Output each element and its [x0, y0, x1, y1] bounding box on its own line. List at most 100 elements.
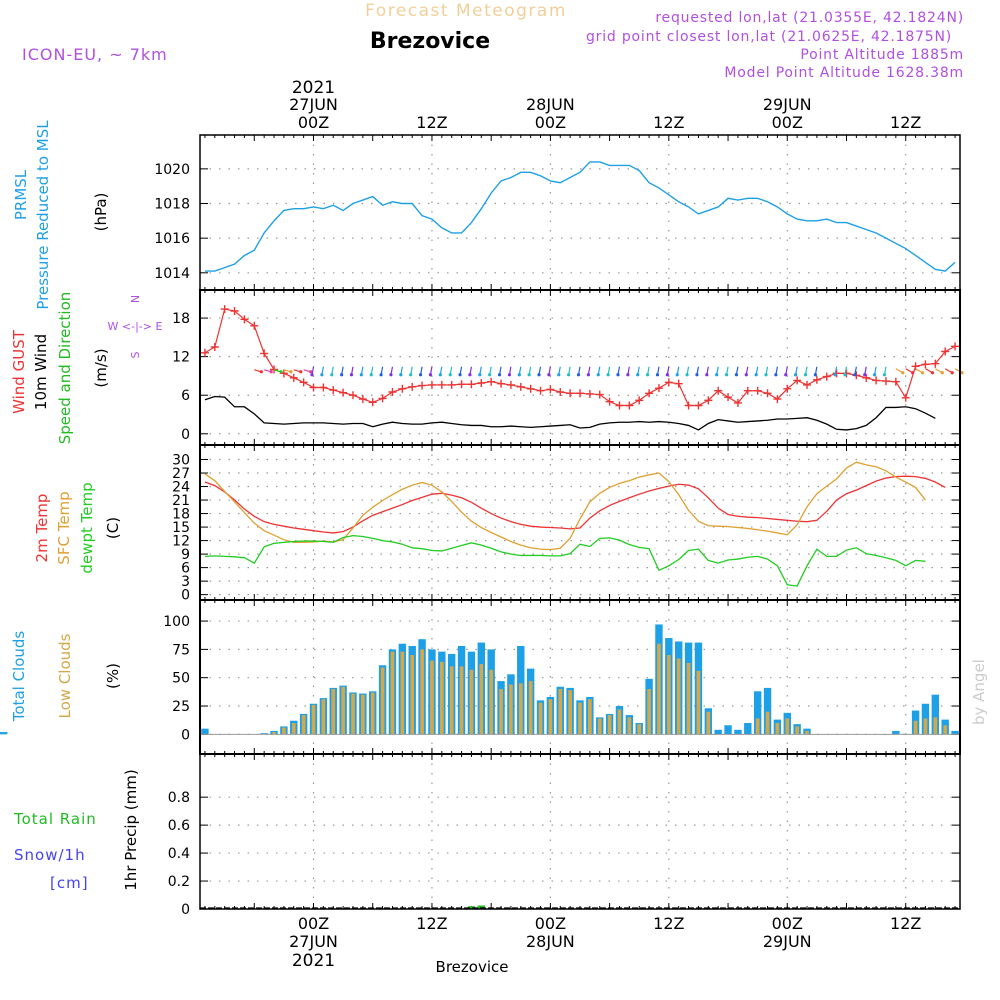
wind-arrow-head — [715, 373, 719, 377]
precip-labels: 1hr Precip (mm) Total Rain Snow/1h [cm] — [13, 769, 140, 892]
bottom-date-label: 28JUN — [526, 932, 575, 951]
top-hour-label: 12Z — [653, 113, 684, 132]
gust-point — [753, 386, 762, 395]
temperature-ytick-label: 9 — [181, 547, 190, 563]
low-cloud-bar — [627, 717, 632, 735]
precip-ytick-label: 0.2 — [168, 874, 190, 890]
bottom-hour-label: 12Z — [890, 914, 921, 933]
gust-point — [645, 389, 654, 398]
precip-ytick-label: 0.6 — [168, 818, 190, 834]
low-cloud-bar — [469, 669, 474, 735]
gust-point — [654, 384, 663, 393]
wind-arrow-head — [330, 373, 334, 377]
gust-point — [200, 348, 209, 357]
gust-point — [783, 384, 792, 393]
wind-arrow-head — [488, 373, 492, 377]
pressure-ytick-label: 1020 — [154, 162, 190, 178]
low-cloud-bar — [439, 661, 444, 735]
gust-point — [615, 401, 624, 410]
gust-point — [329, 386, 338, 395]
low-cloud-bar — [410, 655, 415, 735]
low-cloud-bar — [449, 666, 454, 735]
temp-labels: 2m Temp SFC Temp dewpt Temp (C) — [33, 482, 122, 573]
total-clouds-label: Total Clouds — [10, 631, 28, 723]
gust-point — [891, 377, 900, 386]
gust-point — [951, 342, 960, 351]
gust-point — [733, 398, 742, 407]
wind-arrow-head — [389, 373, 393, 377]
wind-arrow-head — [349, 373, 354, 377]
low-cloud-bar — [321, 699, 326, 735]
clouds-ytick-label: 25 — [172, 699, 190, 715]
low-cloud-bar — [351, 693, 355, 735]
gust-point — [299, 378, 308, 387]
gust-point — [793, 376, 802, 385]
wind-labels: Wind GUST 10m Wind Speed and Direction (… — [10, 292, 162, 445]
wind-arrow-head — [882, 373, 887, 377]
snow-unit-label: [cm] — [50, 874, 89, 892]
low-cloud-bar — [459, 666, 464, 735]
low-clouds-label: Low Clouds — [56, 633, 74, 718]
wind-arrow-head — [527, 373, 531, 377]
wind-arrow-head — [359, 373, 363, 377]
temperature-ytick-label: 18 — [172, 507, 190, 523]
gust-point — [378, 394, 387, 403]
gust-point — [477, 379, 486, 387]
wind-arrow-head — [734, 373, 739, 377]
total-cloud-bar — [744, 723, 752, 735]
gust-label: Wind GUST — [10, 329, 28, 414]
wind-arrow-head — [320, 373, 324, 377]
dewpt-line — [204, 534, 926, 587]
low-cloud-bar — [597, 718, 602, 735]
panel-wind: 0 6 12 18 — [172, 290, 964, 446]
gust-point — [576, 389, 584, 398]
wind-arrow-head — [409, 373, 413, 377]
gust-point — [516, 382, 525, 391]
low-cloud-bar — [331, 689, 336, 735]
gust-point — [842, 369, 851, 378]
info-model-altitude: Model Point Altitude 1628.38m — [724, 65, 964, 81]
wind10m-line — [204, 395, 936, 431]
wind-arrow-head — [754, 373, 758, 377]
bottom-hour-label: 12Z — [653, 914, 684, 933]
precip-axis-label: 1hr Precip (mm) — [122, 769, 140, 890]
sfc-temp-line — [204, 461, 926, 551]
wind-arrow-head — [576, 373, 581, 377]
wind-arrow-head — [665, 373, 669, 377]
precip-ytick-label: 0.8 — [168, 790, 190, 806]
temperature-ytick-label: 30 — [172, 453, 190, 469]
low-cloud-bar — [558, 689, 563, 735]
low-cloud-bar — [795, 726, 799, 735]
gust-point — [566, 389, 575, 398]
pressure-ytick-label: 1016 — [154, 231, 190, 247]
wind-arrow-head — [774, 373, 778, 377]
low-cloud-bar — [489, 669, 494, 735]
wind-ytick-label: 6 — [181, 388, 190, 404]
wind-arrow-head — [911, 371, 915, 375]
wind-arrow-head — [547, 373, 551, 377]
gust-point — [289, 373, 298, 382]
top-date-label: 29JUN — [763, 95, 812, 114]
wind-arrow-head — [626, 373, 630, 377]
wind-arrow-head — [310, 373, 314, 377]
gust-point — [368, 398, 377, 407]
wind-arrow-head — [863, 373, 867, 377]
watermark: by Angel — [970, 659, 988, 725]
gust-point — [398, 384, 407, 393]
cloud-unit-label: (%) — [104, 663, 122, 689]
wind-arrow-head — [259, 370, 263, 374]
wind-arrow-head — [784, 373, 788, 377]
wind-arrow-head — [557, 373, 561, 377]
wind-arrow-head — [438, 373, 442, 377]
top-hour-label: 12Z — [416, 113, 447, 132]
wind-arrow-head — [497, 373, 502, 377]
low-cloud-bar — [361, 694, 365, 735]
total-cloud-bar — [931, 694, 940, 735]
wind-ytick-label: 12 — [172, 350, 190, 366]
low-cloud-bar — [755, 718, 760, 735]
wind-arrow-head — [616, 373, 620, 377]
clouds-ytick-label: 100 — [163, 614, 190, 630]
bottom-date-label: 29JUN — [763, 932, 812, 951]
low-cloud-bar — [805, 730, 809, 735]
